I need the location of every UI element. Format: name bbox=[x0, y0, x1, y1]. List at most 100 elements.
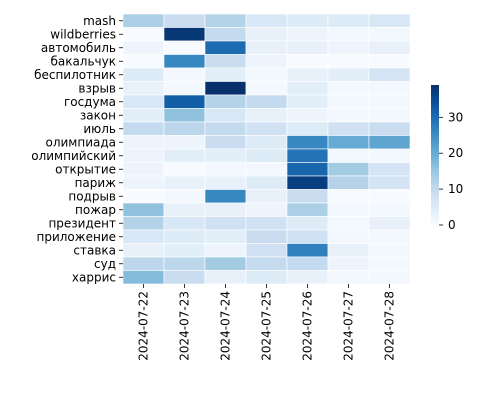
heatmap-cell bbox=[327, 148, 370, 163]
heatmap-cell bbox=[163, 40, 206, 55]
heatmap-cell bbox=[204, 135, 247, 150]
heatmap-cell bbox=[204, 270, 247, 285]
heatmap-cell bbox=[368, 243, 411, 258]
x-tick-label: 2024-07-24 bbox=[219, 291, 233, 361]
y-tick-label: беспилотник bbox=[34, 68, 116, 82]
heatmap-cell bbox=[245, 256, 288, 271]
heatmap-cell bbox=[204, 94, 247, 109]
heatmap-cell bbox=[122, 27, 165, 42]
heatmap-cell bbox=[122, 216, 165, 231]
heatmap-cell bbox=[245, 216, 288, 231]
heatmap-cell bbox=[204, 175, 247, 190]
heatmap-cell bbox=[368, 148, 411, 163]
colorbar-tick-label: 20 bbox=[448, 146, 463, 160]
heatmap-cell bbox=[327, 27, 370, 42]
heatmap-cell bbox=[286, 135, 329, 150]
heatmap-cell bbox=[327, 108, 370, 123]
heatmap-cell bbox=[327, 121, 370, 136]
heatmap-cell bbox=[245, 162, 288, 177]
heatmap-cell bbox=[245, 270, 288, 285]
heatmap-cell bbox=[204, 243, 247, 258]
heatmap-cell bbox=[204, 67, 247, 82]
heatmap-cell bbox=[204, 148, 247, 163]
heatmap-cell bbox=[122, 121, 165, 136]
heatmap-cell bbox=[368, 162, 411, 177]
heatmap-cell bbox=[245, 229, 288, 244]
heatmap-cell bbox=[368, 94, 411, 109]
y-tick-label: пожар bbox=[75, 203, 116, 217]
heatmap-cell bbox=[163, 67, 206, 82]
heatmap-cell bbox=[327, 81, 370, 96]
heatmap-cell bbox=[204, 216, 247, 231]
heatmap-cell bbox=[245, 94, 288, 109]
heatmap-cell bbox=[286, 148, 329, 163]
heatmap-cell bbox=[327, 162, 370, 177]
heatmap-cell bbox=[122, 108, 165, 123]
heatmap-cell bbox=[368, 13, 411, 28]
heatmap-cell bbox=[163, 175, 206, 190]
heatmap-cell bbox=[286, 94, 329, 109]
heatmap-cell bbox=[122, 135, 165, 150]
heatmap-cell bbox=[245, 13, 288, 28]
heatmap-cell bbox=[122, 54, 165, 69]
heatmap-cell bbox=[327, 175, 370, 190]
heatmap-cell bbox=[163, 270, 206, 285]
y-tick-label: подрыв bbox=[68, 189, 116, 203]
y-tick-label: олимпиада bbox=[45, 135, 116, 149]
y-tick-label: бакальчук bbox=[50, 54, 116, 68]
heatmap-cell bbox=[245, 135, 288, 150]
heatmap-cell bbox=[122, 67, 165, 82]
y-tick-label: wildberries bbox=[50, 27, 116, 41]
heatmap-cell bbox=[163, 13, 206, 28]
heatmap-cell bbox=[286, 162, 329, 177]
heatmap-cell bbox=[286, 256, 329, 271]
heatmap-cell bbox=[286, 243, 329, 258]
x-tick-label: 2024-07-28 bbox=[383, 291, 397, 361]
y-tick-label: mash bbox=[83, 14, 116, 28]
heatmap-cell bbox=[163, 229, 206, 244]
colorbar-tick-label: 30 bbox=[448, 110, 463, 124]
heatmap-cell bbox=[122, 202, 165, 217]
heatmap-cell bbox=[368, 108, 411, 123]
heatmap-cell bbox=[245, 202, 288, 217]
heatmap-cell bbox=[204, 54, 247, 69]
heatmap-cell bbox=[204, 81, 247, 96]
heatmap-cell bbox=[122, 256, 165, 271]
heatmap-cell bbox=[204, 256, 247, 271]
heatmap-cell bbox=[122, 13, 165, 28]
heatmap-cell bbox=[327, 94, 370, 109]
heatmap-cell bbox=[327, 13, 370, 28]
heatmap-cell bbox=[286, 67, 329, 82]
heatmap-cell bbox=[163, 162, 206, 177]
y-tick-label: президент bbox=[48, 216, 116, 230]
heatmap-cell bbox=[368, 256, 411, 271]
x-tick-label: 2024-07-27 bbox=[342, 291, 356, 361]
colorbar: 0 10 20 30 bbox=[431, 85, 463, 232]
heatmap-cell bbox=[368, 40, 411, 55]
heatmap-cell bbox=[122, 162, 165, 177]
y-tick-label: олимпийский bbox=[31, 149, 116, 163]
heatmap-cell bbox=[245, 148, 288, 163]
heatmap-cell bbox=[122, 229, 165, 244]
heatmap-cell bbox=[163, 256, 206, 271]
y-tick-label: суд bbox=[94, 257, 116, 271]
heatmap-cell bbox=[245, 27, 288, 42]
heatmap-cell bbox=[327, 256, 370, 271]
heatmap-cell bbox=[122, 40, 165, 55]
x-tick-label: 2024-07-23 bbox=[178, 291, 192, 361]
heatmap-cell bbox=[327, 229, 370, 244]
heatmap-cell bbox=[368, 216, 411, 231]
x-tick-label: 2024-07-26 bbox=[301, 291, 315, 361]
heatmap-cell bbox=[286, 175, 329, 190]
heatmap-cell bbox=[368, 67, 411, 82]
heatmap-cell bbox=[286, 13, 329, 28]
colorbar-tick-label: 10 bbox=[448, 182, 463, 196]
heatmap-cell bbox=[122, 81, 165, 96]
heatmap-cell bbox=[245, 81, 288, 96]
heatmap-cell bbox=[286, 121, 329, 136]
heatmap-cell bbox=[286, 81, 329, 96]
heatmap-cell bbox=[327, 135, 370, 150]
heatmap-cell bbox=[122, 270, 165, 285]
heatmap-cell bbox=[204, 189, 247, 204]
heatmap-cell bbox=[204, 108, 247, 123]
